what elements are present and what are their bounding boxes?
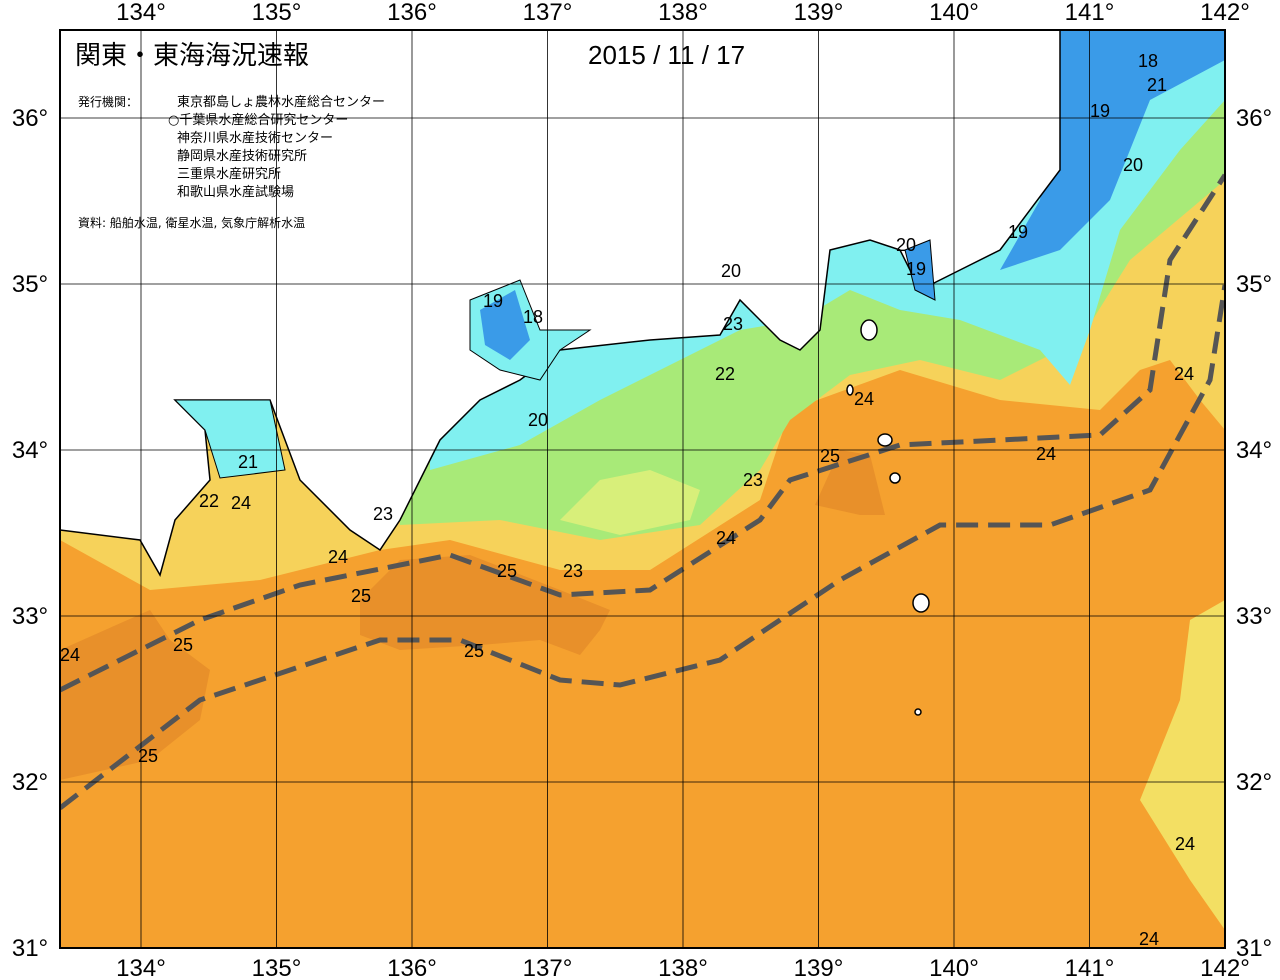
source: 資料: 船舶水温, 衛星水温, 気象庁解析水温 <box>78 215 305 230</box>
axis-labels: 134° 134° 135° 135° 136° 136° 137° 137° 138° 138°… <box>12 0 1272 980</box>
contour-label: 20 <box>721 261 741 281</box>
yellow-green-zone <box>560 470 700 535</box>
map-frame <box>59 29 1226 949</box>
contour-label: 18 <box>523 307 543 327</box>
contour-label: 23 <box>723 314 743 334</box>
agency-list: 東京都島しょ農林水産総合センター ○千葉県水産総合研究センター神奈川県水産技術セン… <box>168 94 385 200</box>
agency: 東京都島しょ農林水産総合センター <box>177 94 385 110</box>
contour-label: 20 <box>896 235 916 255</box>
kuroshio-axis <box>60 173 1225 693</box>
lon-label: 141° <box>1065 0 1115 26</box>
lat-label: 31° <box>12 935 48 962</box>
lat-label: 36° <box>12 105 48 132</box>
contour-label: 19 <box>1008 222 1028 242</box>
island <box>889 472 901 484</box>
lon-label: 139° <box>794 0 844 26</box>
island <box>914 708 922 716</box>
lat-label: 34° <box>12 437 48 464</box>
contour-label: 24 <box>1139 929 1159 949</box>
warm-core <box>60 610 210 780</box>
lon-label: 136° <box>387 955 437 980</box>
lon-label: 135° <box>252 955 302 980</box>
island <box>846 384 854 396</box>
contour-label: 25 <box>351 586 371 606</box>
contour-label: 21 <box>238 452 258 472</box>
contour-label: 25 <box>173 635 193 655</box>
contour-label: 24 <box>1174 364 1194 384</box>
contour-label: 20 <box>1123 155 1143 175</box>
publisher-label: 発行機関： <box>78 94 138 109</box>
lat-label: 35° <box>12 271 48 298</box>
island <box>860 319 878 341</box>
contour-label: 23 <box>563 561 583 581</box>
lat-label: 32° <box>12 769 48 796</box>
contour-label: 24 <box>1036 444 1056 464</box>
lon-label: 138° <box>658 0 708 26</box>
lat-label: 35° <box>1236 271 1272 298</box>
lon-label: 139° <box>794 955 844 980</box>
island <box>912 593 930 613</box>
contour-label: 23 <box>373 504 393 524</box>
contour-label: 21 <box>1147 75 1167 95</box>
contour-label: 19 <box>483 291 503 311</box>
agency: 和歌山県水産試験場 <box>177 184 294 200</box>
contour-label: 25 <box>138 746 158 766</box>
yellow-zone <box>1140 600 1225 930</box>
contour-label: 24 <box>1175 834 1195 854</box>
contour-label: 18 <box>1138 51 1158 71</box>
lon-label: 134° <box>116 0 166 26</box>
contour-label: 25 <box>497 561 517 581</box>
agency: 神奈川県水産技術センター <box>177 130 333 146</box>
title: 関東・東海海況速報 <box>75 41 309 71</box>
kii-channel <box>173 399 286 479</box>
lat-label: 33° <box>1236 603 1272 630</box>
contour-label: 22 <box>199 491 219 511</box>
lon-label: 140° <box>929 0 979 26</box>
contour-label: 19 <box>906 259 926 279</box>
lat-label: 31° <box>1236 935 1272 962</box>
contour-label: 19 <box>1090 101 1110 121</box>
lon-label: 142° <box>1200 0 1250 26</box>
lon-label: 137° <box>523 955 573 980</box>
lat-label: 36° <box>1236 105 1272 132</box>
lon-label: 142° <box>1200 955 1250 980</box>
warm-core <box>815 450 885 515</box>
lon-label: 141° <box>1065 955 1115 980</box>
agency: 三重県水産研究所 <box>177 166 281 182</box>
lat-label: 32° <box>1236 769 1272 796</box>
lon-label: 136° <box>387 0 437 26</box>
contour-label: 25 <box>464 641 484 661</box>
lon-label: 138° <box>658 955 708 980</box>
lon-label: 135° <box>252 0 302 26</box>
lat-label: 34° <box>1236 437 1272 464</box>
date: 2015 / 11 / 17 <box>588 40 745 70</box>
contour-label: 24 <box>60 645 80 665</box>
contour-label: 22 <box>715 364 735 384</box>
lon-label: 134° <box>116 955 166 980</box>
contour-label: 23 <box>743 470 763 490</box>
agency: 静岡県水産技術研究所 <box>177 148 307 164</box>
lon-label: 137° <box>523 0 573 26</box>
graticule <box>60 30 1225 948</box>
kuroshio-axis <box>60 284 1225 810</box>
contour-label: 20 <box>528 410 548 430</box>
contour-label: 24 <box>231 493 251 513</box>
tokyo-bay <box>904 239 936 301</box>
contour-label: 25 <box>820 446 840 466</box>
ise-bay-cold <box>480 290 530 360</box>
contour-label: 24 <box>716 528 736 548</box>
contour-label: 24 <box>328 547 348 567</box>
lat-label: 33° <box>12 603 48 630</box>
contour-label: 24 <box>854 389 874 409</box>
lon-label: 140° <box>929 955 979 980</box>
island <box>877 433 893 447</box>
agency: ○千葉県水産総合研究センター <box>168 112 348 128</box>
